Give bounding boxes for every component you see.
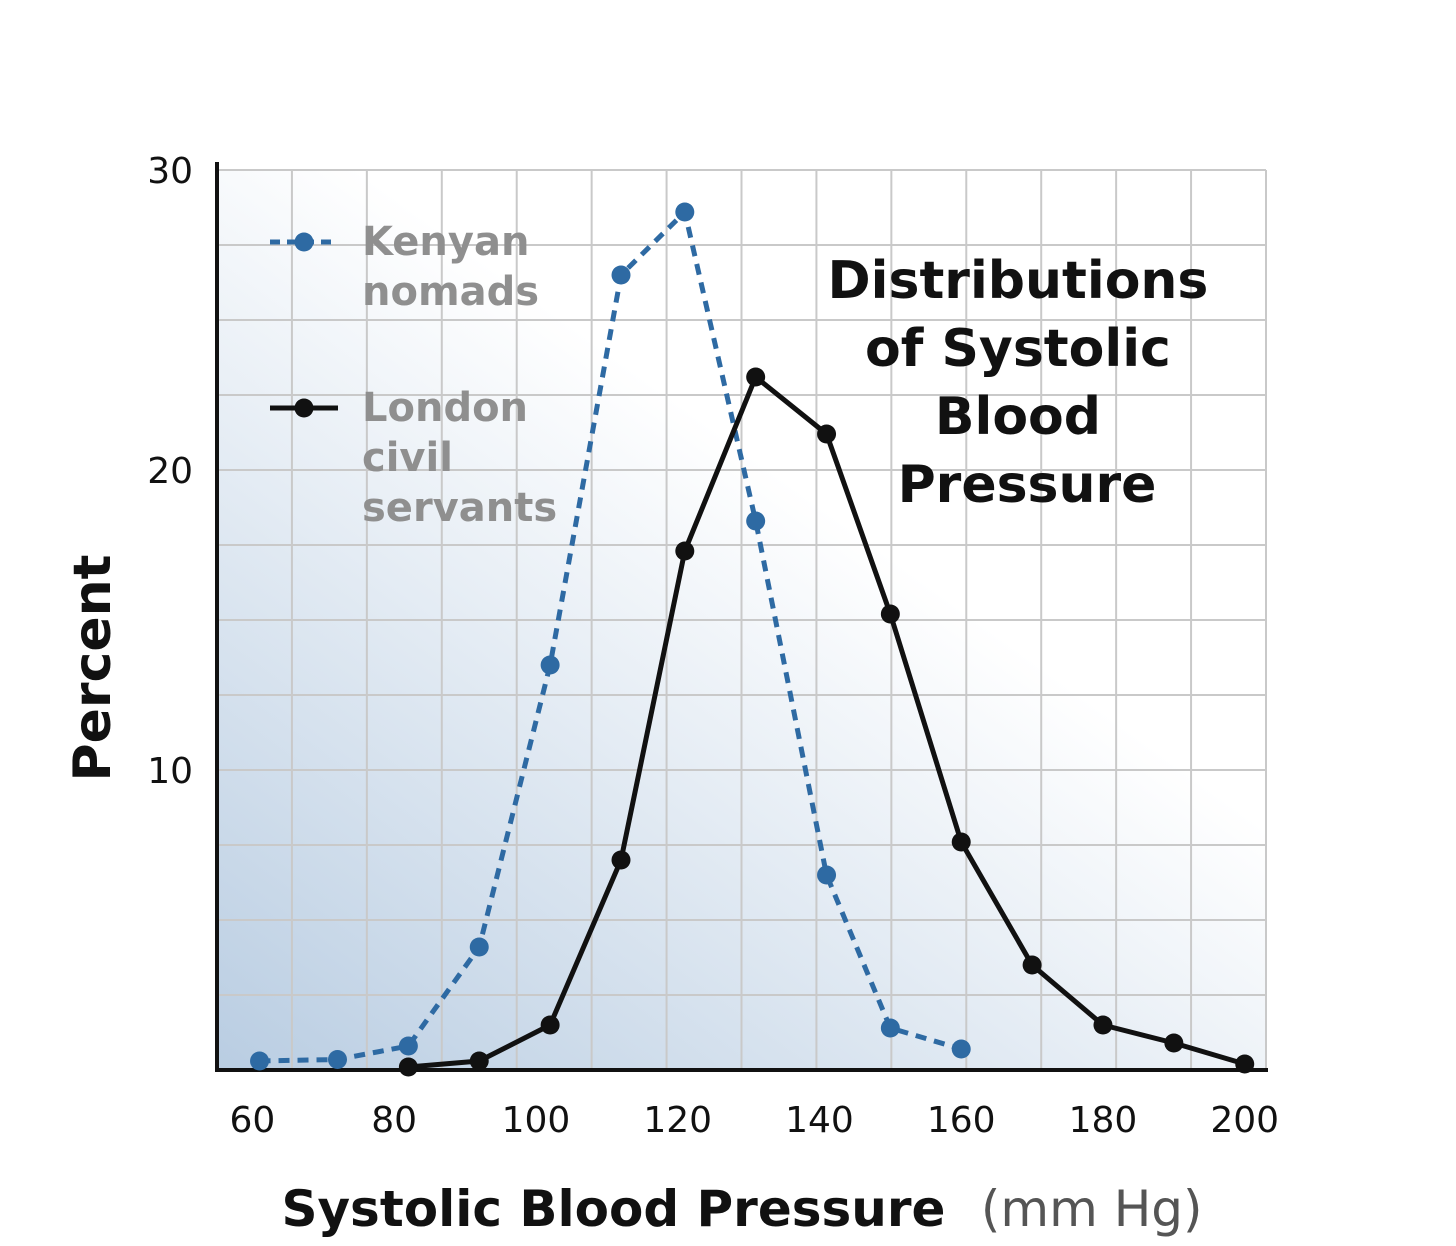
legend: Kenyan nomads London civil servants	[270, 219, 557, 531]
data-point	[540, 1015, 560, 1035]
data-point	[1164, 1033, 1184, 1053]
data-point	[540, 655, 560, 675]
chart-title-line: of Systolic	[865, 319, 1171, 379]
data-point	[817, 424, 837, 444]
y-tick-label: 20	[147, 451, 193, 492]
data-point	[880, 1018, 900, 1038]
legend-label-line: nomads	[362, 269, 539, 315]
y-axis-title: Percent	[63, 555, 123, 782]
legend-item: Kenyan nomads	[270, 219, 539, 315]
data-point	[746, 511, 766, 531]
data-point	[675, 202, 695, 222]
data-point	[611, 265, 631, 285]
legend-label-line: civil	[362, 435, 453, 481]
chart-title-line: Blood	[935, 387, 1101, 447]
data-point	[746, 367, 766, 387]
chart-title-line: Pressure	[898, 455, 1157, 515]
x-tick-label: 160	[927, 1100, 996, 1141]
legend-label-line: Kenyan	[362, 219, 529, 265]
x-tick-label: 80	[371, 1100, 417, 1141]
data-point	[398, 1057, 418, 1077]
x-tick-label: 200	[1210, 1100, 1279, 1141]
x-axis-title: Systolic Blood Pressure (mm Hg)	[281, 1180, 1202, 1238]
x-tick-label: 140	[785, 1100, 854, 1141]
legend-swatch-dot	[294, 232, 314, 252]
data-point	[880, 604, 900, 624]
axes	[215, 162, 1268, 1072]
series-london-civil-servants	[398, 367, 1255, 1077]
tick-labels: 60 80 100 120 140 160 180 200 10 20 30	[147, 151, 1279, 1141]
legend-swatch-dot	[294, 398, 314, 418]
data-point	[951, 832, 971, 852]
x-tick-label: 180	[1069, 1100, 1138, 1141]
series	[250, 202, 1255, 1077]
legend-label-line: London	[362, 385, 528, 431]
legend-item: London civil servants	[270, 385, 557, 531]
data-point	[611, 850, 631, 870]
data-point	[1235, 1054, 1255, 1074]
data-point	[398, 1036, 418, 1056]
chart-title: Distributions of Systolic Blood Pressure	[828, 251, 1227, 515]
data-point	[469, 1051, 489, 1071]
data-point	[951, 1039, 971, 1059]
data-point	[250, 1051, 270, 1071]
x-axis-unit: (mm Hg)	[981, 1180, 1203, 1238]
x-tick-label: 100	[502, 1100, 571, 1141]
data-point	[327, 1050, 347, 1069]
legend-label: London civil servants	[362, 385, 557, 531]
x-tick-label: 60	[230, 1100, 276, 1141]
data-point	[1093, 1015, 1113, 1035]
data-point	[469, 937, 489, 957]
data-point	[1022, 955, 1042, 975]
series-kenyan-nomads	[250, 202, 971, 1071]
legend-label: Kenyan nomads	[362, 219, 539, 315]
y-tick-label: 10	[147, 751, 193, 792]
x-axis-label: Systolic Blood Pressure	[281, 1180, 945, 1238]
grid	[217, 169, 1267, 1070]
y-tick-label: 30	[147, 151, 193, 192]
legend-label-line: servants	[362, 485, 557, 531]
data-point	[817, 865, 837, 885]
chart-title-line: Distributions	[828, 251, 1209, 311]
data-point	[675, 541, 695, 561]
x-tick-label: 120	[643, 1100, 712, 1141]
